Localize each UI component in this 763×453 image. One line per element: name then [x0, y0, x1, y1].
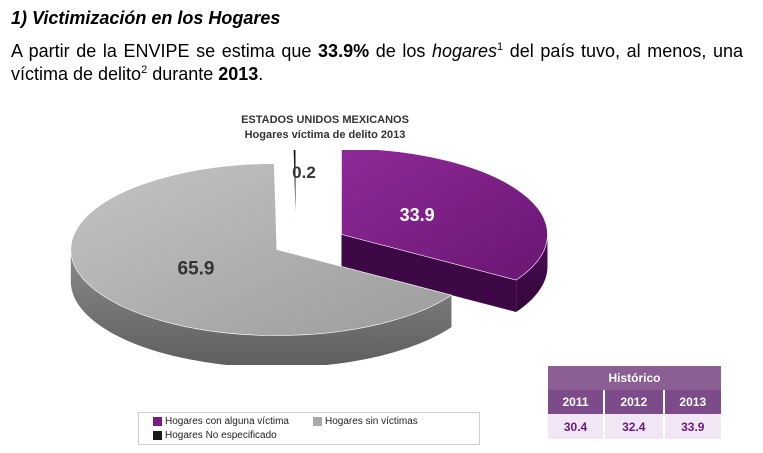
legend-swatch-purple: [153, 417, 162, 426]
pie-slice-sin-victimas-side: [70, 249, 452, 365]
year-highlight: 2013: [218, 64, 259, 84]
pie-slice-con-victima-side: [516, 234, 548, 313]
legend-item-con-victima: Hogares con alguna víctima: [153, 416, 289, 427]
chart-title: ESTADOS UNIDOS MEXICANOS Hogares víctima…: [180, 113, 470, 143]
legend-label: Hogares No especificado: [165, 430, 277, 441]
legend-swatch-black: [153, 431, 162, 440]
footnote-2: 2: [141, 64, 148, 76]
chart-title-line2: Hogares víctima de delito 2013: [244, 129, 406, 141]
historico-table: Histórico 2011 2012 2013 30.4 32.4 33.9: [548, 366, 721, 439]
pie-slice-sin-victimas: [70, 163, 453, 336]
pie-slice-no-especificado: [293, 150, 297, 233]
historico-value: 32.4: [604, 414, 665, 439]
pie-data-label: 33.9: [400, 205, 435, 225]
historico-year: 2012: [604, 390, 665, 414]
legend-label: Hogares sin víctimas: [325, 416, 418, 427]
historico-value: 33.9: [663, 414, 721, 439]
pie-slice-con-victima: [341, 150, 548, 281]
percent-highlight: 33.9%: [318, 41, 370, 61]
pie-slice-con-victima-cut: [341, 234, 517, 313]
legend-item-sin-victimas: Hogares sin víctimas: [313, 416, 418, 427]
historico-header: Histórico: [548, 366, 721, 390]
chart-legend: Hogares con alguna víctima Hogares sin v…: [138, 412, 480, 445]
pie-data-label: 65.9: [178, 258, 215, 279]
hogares-term: hogares: [431, 41, 498, 61]
section-heading: 1) Victimización en los Hogares: [11, 8, 281, 28]
historico-year: 2011: [548, 390, 606, 414]
legend-label: Hogares con alguna víctima: [165, 416, 289, 427]
historico-value: 30.4: [548, 414, 606, 439]
chart-title-line1: ESTADOS UNIDOS MEXICANOS: [241, 114, 409, 126]
footnote-1: 1: [497, 41, 504, 53]
pie-chart: 33.9 65.9 0.2: [70, 150, 548, 365]
legend-item-no-especificado: Hogares No especificado: [153, 430, 277, 441]
historico-year: 2013: [663, 390, 721, 414]
pie-data-label: 0.2: [292, 163, 316, 182]
intro-paragraph: A partir de la ENVIPE se estima que 33.9…: [11, 41, 743, 84]
legend-swatch-grey: [313, 417, 322, 426]
